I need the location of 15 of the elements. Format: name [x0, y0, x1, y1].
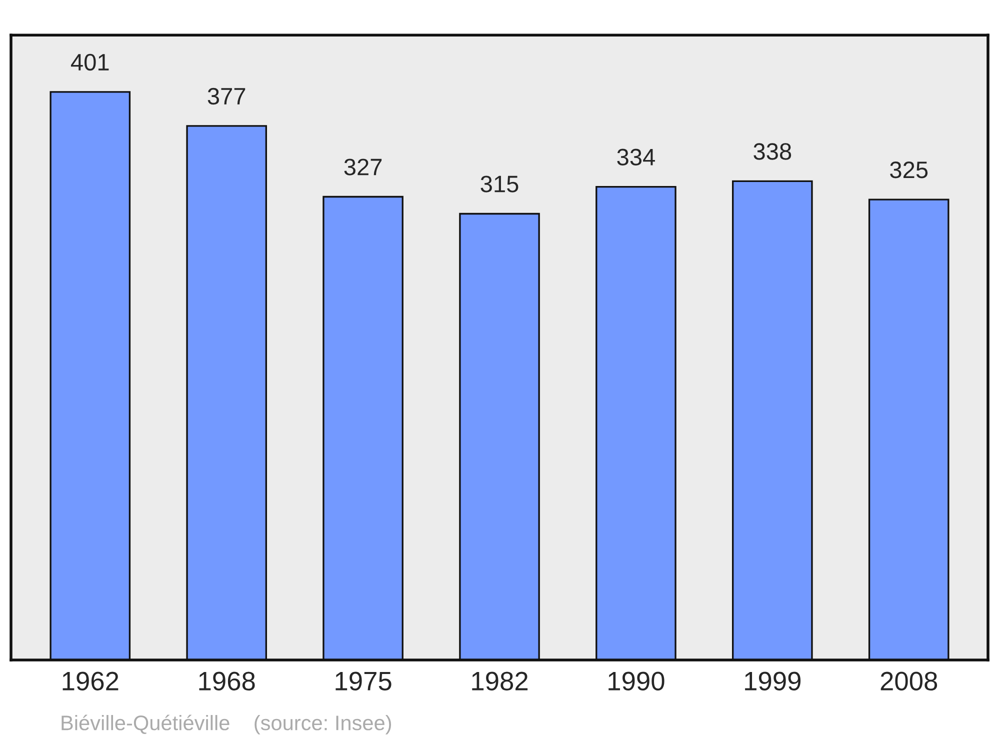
data-label: 315	[480, 176, 518, 192]
data-label: 334	[617, 148, 655, 166]
data-label: 338	[754, 143, 792, 160]
x-tick-label: 1962	[62, 672, 118, 690]
x-tick-label: 1990	[608, 672, 664, 690]
x-tick-label: 1999	[745, 672, 801, 690]
data-label: 401	[70, 54, 109, 71]
data-label: 377	[208, 88, 246, 105]
text: Biéville-Quétiéville (source: Insee)	[62, 714, 392, 734]
x-tick-label: 2008	[880, 672, 938, 690]
x-tick-label: 1968	[199, 672, 255, 690]
x-tick-label: 1982	[472, 672, 528, 690]
data-label: 325	[890, 162, 928, 178]
data-label: 327	[344, 158, 382, 176]
x-tick-label: 1975	[336, 672, 392, 690]
